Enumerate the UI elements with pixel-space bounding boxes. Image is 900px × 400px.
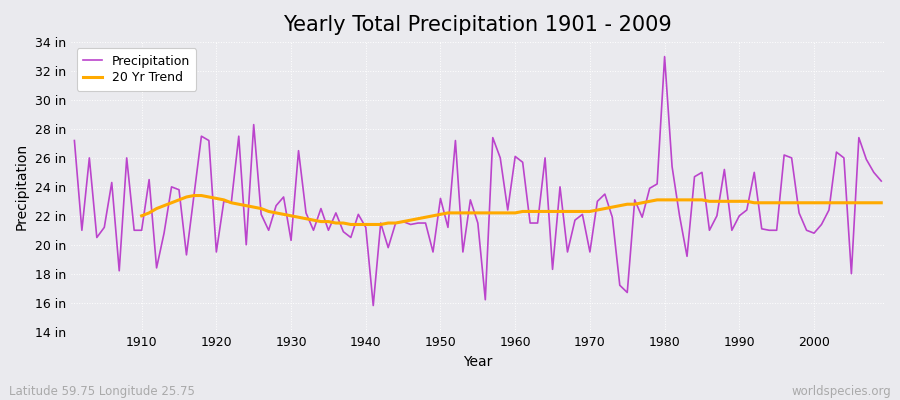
- Line: Precipitation: Precipitation: [75, 56, 881, 306]
- Legend: Precipitation, 20 Yr Trend: Precipitation, 20 Yr Trend: [76, 48, 196, 91]
- 20 Yr Trend: [346, 222, 356, 227]
- 20 Yr Trend: [853, 200, 864, 205]
- Precipitation: [518, 160, 528, 165]
- 20 Yr Trend: [285, 213, 296, 218]
- Precipitation: [293, 148, 304, 153]
- Precipitation: [69, 138, 80, 143]
- Precipitation: [129, 228, 140, 233]
- Y-axis label: Precipitation: Precipitation: [15, 143, 29, 230]
- 20 Yr Trend: [876, 200, 886, 205]
- 20 Yr Trend: [592, 208, 603, 212]
- Precipitation: [876, 179, 886, 184]
- Title: Yearly Total Precipitation 1901 - 2009: Yearly Total Precipitation 1901 - 2009: [284, 15, 672, 35]
- Precipitation: [607, 215, 617, 220]
- X-axis label: Year: Year: [464, 355, 492, 369]
- Text: worldspecies.org: worldspecies.org: [791, 385, 891, 398]
- 20 Yr Trend: [831, 200, 842, 205]
- Text: Latitude 59.75 Longitude 25.75: Latitude 59.75 Longitude 25.75: [9, 385, 195, 398]
- 20 Yr Trend: [188, 193, 199, 198]
- Line: 20 Yr Trend: 20 Yr Trend: [141, 196, 881, 224]
- Precipitation: [509, 154, 520, 159]
- 20 Yr Trend: [532, 209, 543, 214]
- Precipitation: [368, 303, 379, 308]
- 20 Yr Trend: [316, 219, 327, 224]
- Precipitation: [659, 54, 670, 59]
- Precipitation: [338, 229, 349, 234]
- 20 Yr Trend: [136, 213, 147, 218]
